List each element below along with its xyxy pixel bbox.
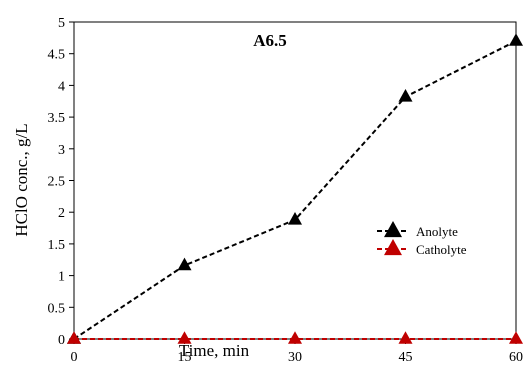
y-tick-label: 4.5 — [48, 48, 66, 63]
y-ticks: 0 0.5 1 1.5 2 2.5 3 3.5 4 4.5 5 — [48, 16, 74, 348]
y-axis-title: HClO conc., g/L — [12, 123, 31, 236]
legend: Anolyte Catholyte — [377, 220, 467, 257]
y-tick-label: 1.5 — [48, 238, 66, 253]
x-tick-label: 60 — [509, 350, 523, 365]
data-point-anolyte — [288, 211, 302, 225]
legend-marker-anolyte — [384, 220, 402, 238]
x-axis-title: Time, min — [179, 341, 250, 360]
y-tick-label: 4 — [58, 79, 65, 94]
data-point-catholyte — [288, 331, 302, 344]
series-line-anolyte — [73, 40, 517, 340]
y-tick-label: 2.5 — [48, 175, 66, 190]
data-point-catholyte — [177, 331, 192, 344]
y-tick-label: 1 — [58, 270, 65, 285]
y-tick-label: 3 — [58, 143, 65, 158]
data-point-catholyte — [398, 331, 413, 344]
legend-marker-catholyte — [384, 238, 402, 256]
chart-title: A6.5 — [253, 31, 287, 50]
data-point-anolyte — [398, 89, 413, 102]
y-tick-label: 3.5 — [48, 111, 66, 126]
y-tick-label: 0 — [58, 333, 65, 348]
legend-label-anolyte: Anolyte — [416, 224, 458, 239]
y-tick-label: 5 — [58, 16, 65, 31]
series-layer — [67, 33, 523, 344]
data-point-catholyte — [509, 331, 523, 344]
legend-label-catholyte: Catholyte — [416, 242, 467, 257]
x-tick-label: 0 — [71, 350, 78, 365]
x-tick-label: 45 — [399, 350, 413, 365]
plot-area-frame — [73, 21, 517, 340]
y-tick-label: 0.5 — [48, 301, 66, 316]
data-point-catholyte — [67, 331, 81, 344]
x-tick-label: 15 — [178, 350, 192, 365]
y-tick-label: 2 — [58, 206, 65, 221]
x-tick-label: 30 — [288, 350, 302, 365]
data-point-anolyte — [177, 257, 192, 271]
data-point-anolyte — [509, 33, 523, 46]
